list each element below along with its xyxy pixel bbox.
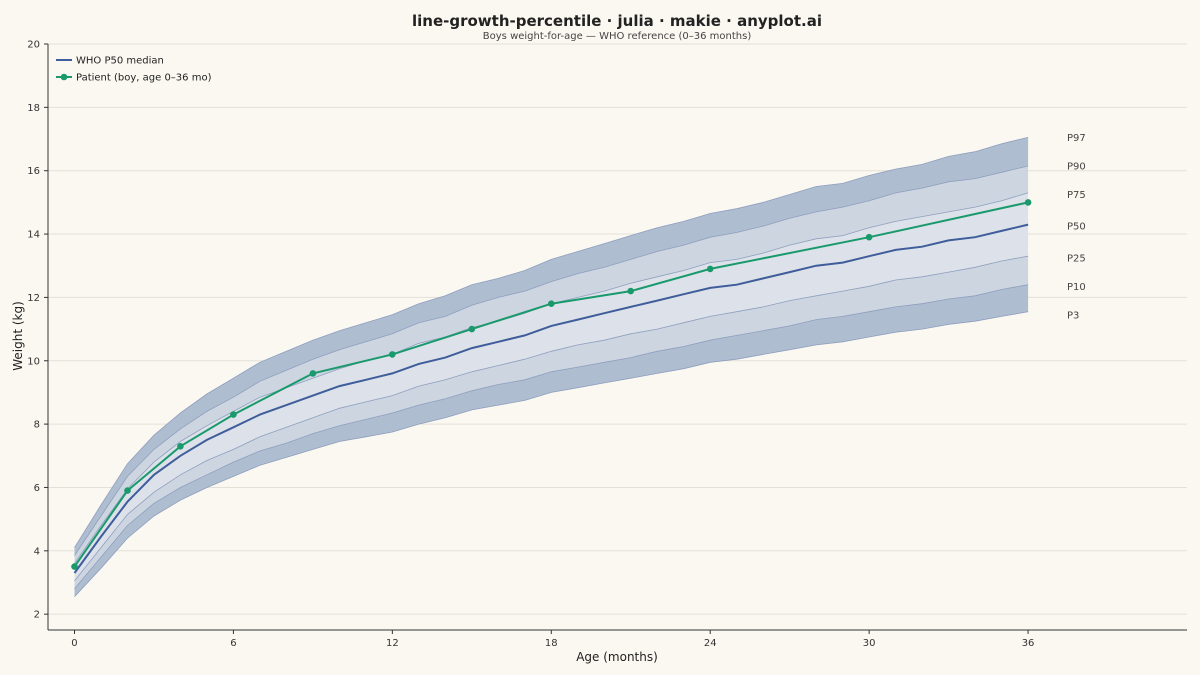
x-tick-label: 18 [545,638,558,649]
band-p10-p25 [74,256,1029,589]
percentile-labels: P97 P90 P75 P50 P25 P10 P3 [1067,133,1086,321]
percentile-label-p10: P10 [1067,282,1086,293]
percentile-line-p10 [74,284,1029,590]
percentile-line-p90 [74,165,1029,556]
patient-point [124,487,131,494]
x-tick-label: 30 [863,638,876,649]
x-tick-label: 36 [1022,638,1035,649]
patient-points [71,199,1032,570]
percentile-label-p3: P3 [1067,310,1079,321]
band-p90-p97 [74,137,1029,556]
legend-median-label: WHO P50 median [76,56,164,67]
patient-point [230,411,237,418]
y-tick-label: 20 [27,40,40,51]
patient-point [389,351,396,358]
x-tick-label: 24 [704,638,717,649]
chart-title: line-growth-percentile · julia · makie ·… [412,12,822,30]
series-lines [73,201,1029,574]
y-tick-label: 14 [27,230,40,241]
percentile-line-p25 [74,255,1029,582]
band-p25-p75 [74,192,1029,581]
percentile-label-p97: P97 [1067,133,1086,144]
percentile-line-p97 [74,137,1029,548]
legend-patient-marker [60,73,68,81]
patient-line [73,201,1029,568]
patient-point [309,370,317,377]
y-tick-label: 8 [34,420,40,431]
percentile-bands [74,137,1029,597]
y-tick-label: 18 [27,103,40,114]
x-tick-label: 12 [386,638,399,649]
percentile-label-p25: P25 [1067,253,1086,264]
band-p75-p90 [74,166,1029,564]
band-p3-p10 [74,284,1029,597]
patient-point [71,563,78,570]
legend-patient-label: Patient (boy, age 0–36 mo) [76,73,212,84]
patient-point [627,287,634,295]
patient-point [706,265,714,273]
y-tick-label: 4 [34,546,40,557]
y-tick-label: 16 [27,166,40,177]
x-axis-label: Age (months) [576,650,658,664]
legend: WHO P50 median Patient (boy, age 0–36 mo) [56,56,212,84]
patient-point [865,233,873,241]
x-tick-label: 6 [230,638,236,649]
percentile-label-p75: P75 [1067,190,1086,201]
patient-point [177,443,184,450]
patient-point [1024,199,1032,206]
patient-point [468,325,476,333]
median-line [73,223,1029,574]
percentile-label-p50: P50 [1067,222,1086,233]
percentile-line-p3 [74,311,1029,597]
y-tick-label: 6 [34,483,40,494]
patient-point [548,300,555,308]
x-tick-label: 0 [71,638,77,649]
y-tick-label: 2 [34,610,40,621]
percentile-label-p90: P90 [1067,161,1086,172]
y-tick-label: 12 [27,293,40,304]
y-tick-label: 10 [27,356,40,367]
y-axis-label: Weight (kg) [11,301,25,371]
chart-subtitle: Boys weight-for-age — WHO reference (0–3… [483,31,752,42]
